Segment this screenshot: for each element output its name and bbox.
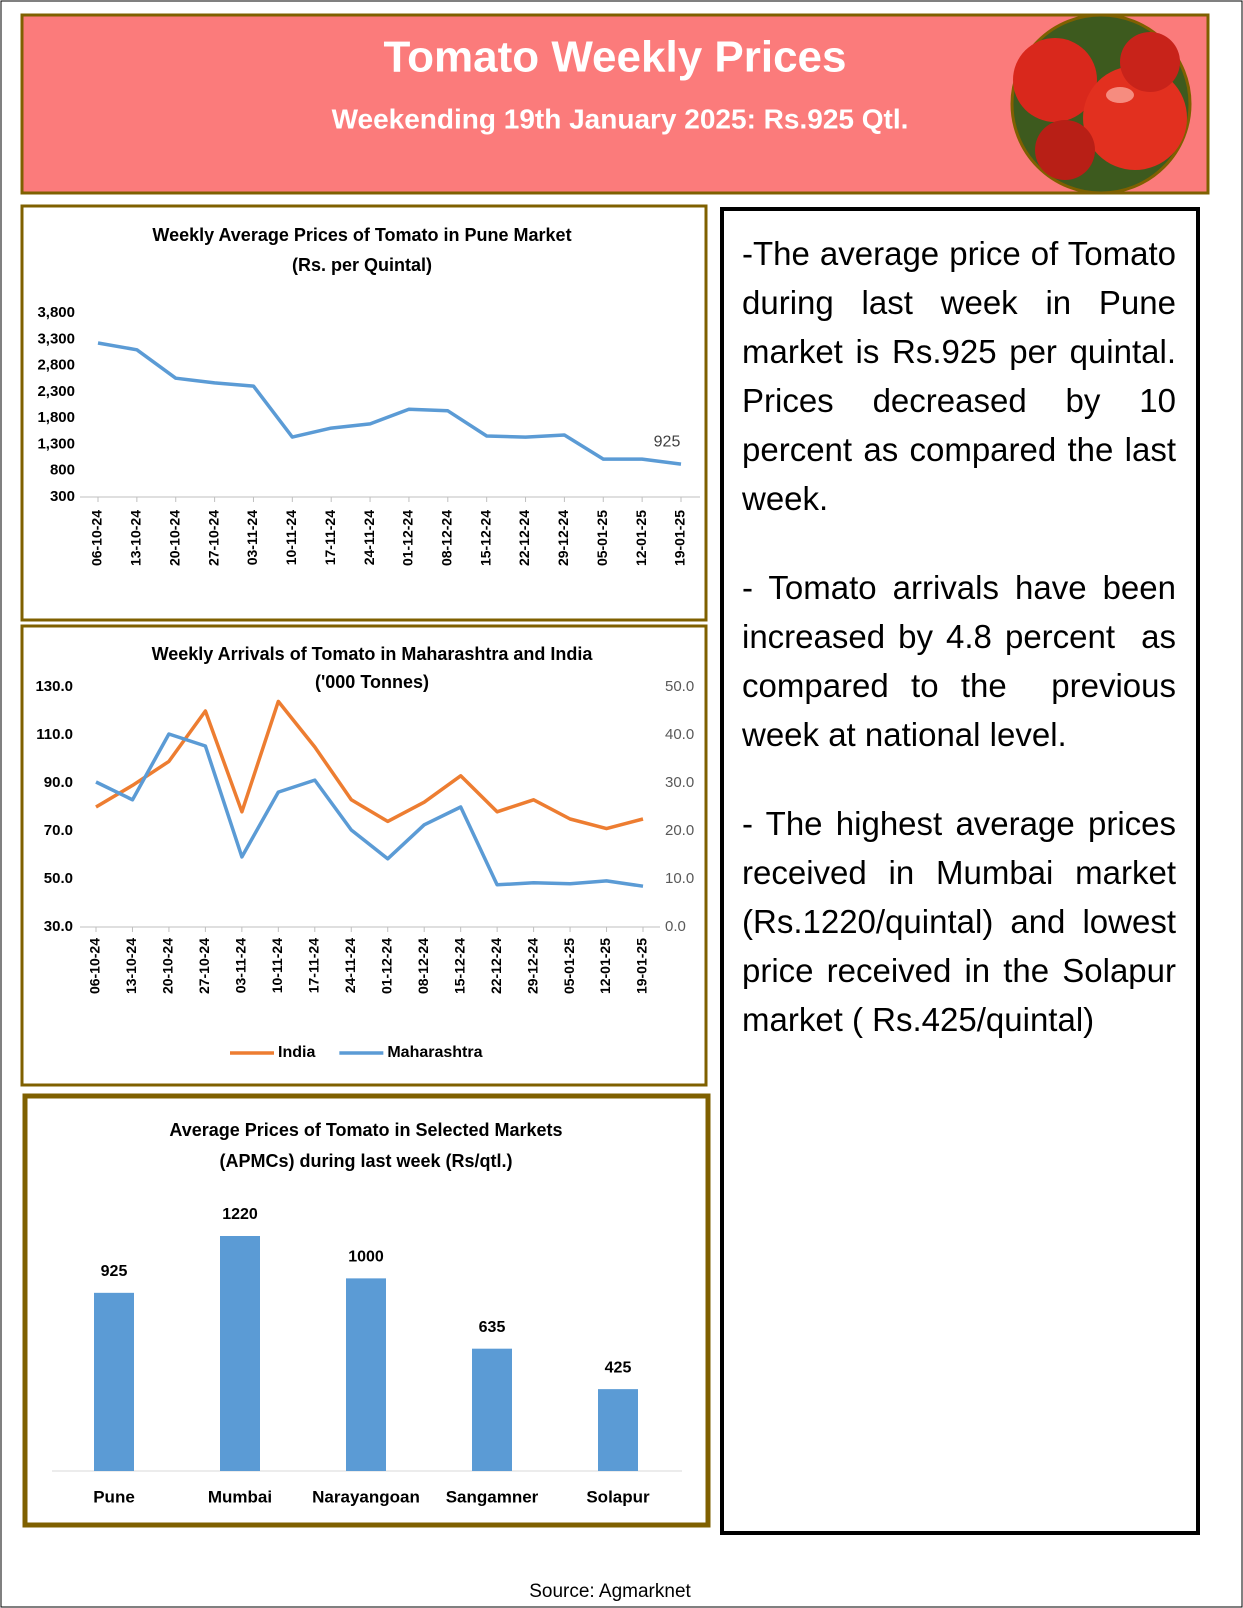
- legend-label: Maharashtra: [387, 1044, 482, 1061]
- y2-tick-label: 40.0: [665, 726, 694, 743]
- note: - Tomato arrivals have been increased by…: [742, 563, 1176, 759]
- chart-subtitle: (Rs. per Quintal): [292, 255, 432, 275]
- x-tick-label: 05-01-25: [594, 510, 610, 566]
- y-tick-label: 1,300: [37, 435, 75, 452]
- x-tick-label: 17-11-24: [322, 510, 338, 565]
- x-tick-label: 03-11-24: [233, 938, 249, 993]
- notes-box: -The average price of Tomato during last…: [720, 207, 1200, 1535]
- data-label: 425: [605, 1359, 632, 1376]
- line: [98, 343, 681, 464]
- x-tick-label: Solapur: [586, 1487, 650, 1506]
- x-tick-label: 06-10-24: [89, 510, 105, 566]
- y-tick-label: 90.0: [44, 774, 73, 791]
- bar: [220, 1236, 260, 1471]
- x-tick-label: 10-11-24: [283, 510, 299, 565]
- data-label: 925: [654, 433, 681, 450]
- y-tick-label: 50.0: [44, 870, 73, 887]
- header-subtitle: Weekending 19th January 2025: Rs.925 Qtl…: [332, 103, 909, 134]
- y-tick-label: 130.0: [35, 678, 73, 695]
- x-tick-label: 15-12-24: [477, 510, 493, 566]
- y-tick-label: 1,800: [37, 409, 75, 426]
- x-tick-label: Narayangoan: [312, 1487, 420, 1506]
- source: Source: Agmarknet: [529, 1581, 691, 1602]
- bar: [94, 1293, 134, 1471]
- header-title: Tomato Weekly Prices: [383, 33, 846, 82]
- chart-title: Average Prices of Tomato in Selected Mar…: [169, 1120, 562, 1140]
- x-tick-label: 20-10-24: [160, 938, 176, 994]
- chart-subtitle: ('000 Tonnes): [315, 672, 429, 692]
- y-tick-label: 300: [50, 488, 75, 505]
- tomato-highlight: [1106, 87, 1134, 103]
- data-label: 1220: [222, 1206, 258, 1223]
- chart-box: [22, 626, 706, 1085]
- y-tick-label: 30.0: [44, 918, 73, 935]
- line: [96, 701, 643, 828]
- y2-tick-label: 50.0: [665, 678, 694, 695]
- x-tick-label: 01-12-24: [400, 510, 416, 566]
- x-tick-label: 03-11-24: [244, 510, 260, 565]
- x-tick-label: 01-12-24: [378, 938, 394, 994]
- bar: [472, 1349, 512, 1471]
- x-tick-label: Sangamner: [446, 1487, 539, 1506]
- y-tick-label: 3,300: [37, 330, 75, 347]
- x-tick-label: 29-12-24: [555, 510, 571, 566]
- y2-tick-label: 10.0: [665, 870, 694, 887]
- y2-tick-label: 30.0: [665, 774, 694, 791]
- y-tick-label: 800: [50, 462, 75, 479]
- bar: [346, 1278, 386, 1471]
- y-tick-label: 2,800: [37, 357, 75, 374]
- x-tick-label: 15-12-24: [451, 938, 467, 994]
- x-tick-label: 24-11-24: [342, 938, 358, 993]
- x-tick-label: 06-10-24: [87, 938, 103, 994]
- y-tick-label: 2,300: [37, 383, 75, 400]
- x-tick-label: 05-01-25: [561, 938, 577, 994]
- x-tick-label: 08-12-24: [415, 938, 431, 994]
- y-tick-label: 3,800: [37, 304, 75, 321]
- x-tick-label: 17-11-24: [306, 938, 322, 993]
- x-tick-label: 12-01-25: [633, 510, 649, 566]
- tomato-image: [1012, 15, 1190, 193]
- data-label: 925: [101, 1263, 128, 1280]
- y-tick-label: 110.0: [36, 726, 73, 743]
- page: Tomato Weekly Prices Weekending 19th Jan…: [0, 0, 1243, 1608]
- x-tick-label: 10-11-24: [269, 938, 285, 993]
- y2-tick-label: 20.0: [665, 822, 694, 839]
- chart-title: Weekly Average Prices of Tomato in Pune …: [152, 225, 571, 245]
- x-tick-label: 19-01-25: [672, 510, 688, 566]
- y2-tick-label: 0.0: [665, 918, 686, 935]
- x-tick-label: 20-10-24: [166, 510, 182, 566]
- x-tick-label: 22-12-24: [516, 510, 532, 566]
- x-tick-label: 27-10-24: [196, 938, 212, 994]
- x-tick-label: 22-12-24: [488, 938, 504, 994]
- x-tick-label: 24-11-24: [361, 510, 377, 565]
- chart-title: Weekly Arrivals of Tomato in Maharashtra…: [152, 644, 594, 664]
- bar: [598, 1389, 638, 1471]
- x-tick-label: 19-01-25: [634, 938, 650, 994]
- legend-label: India: [278, 1044, 315, 1061]
- x-tick-label: 29-12-24: [524, 938, 540, 994]
- tomato-shape: [1035, 120, 1095, 180]
- x-tick-label: 27-10-24: [205, 510, 221, 566]
- x-tick-label: Pune: [93, 1487, 135, 1506]
- tomato-shape: [1120, 32, 1180, 92]
- data-label: 1000: [348, 1249, 384, 1266]
- y-tick-label: 70.0: [44, 822, 73, 839]
- data-label: 635: [479, 1319, 506, 1336]
- x-tick-label: 08-12-24: [439, 510, 455, 566]
- x-tick-label: 13-10-24: [128, 510, 144, 566]
- note: - The highest average prices received in…: [742, 799, 1176, 1044]
- x-tick-label: Mumbai: [208, 1487, 272, 1506]
- note: -The average price of Tomato during last…: [742, 229, 1176, 523]
- x-tick-label: 12-01-25: [597, 938, 613, 994]
- x-tick-label: 13-10-24: [123, 938, 139, 994]
- chart-subtitle: (APMCs) during last week (Rs/qtl.): [219, 1151, 512, 1171]
